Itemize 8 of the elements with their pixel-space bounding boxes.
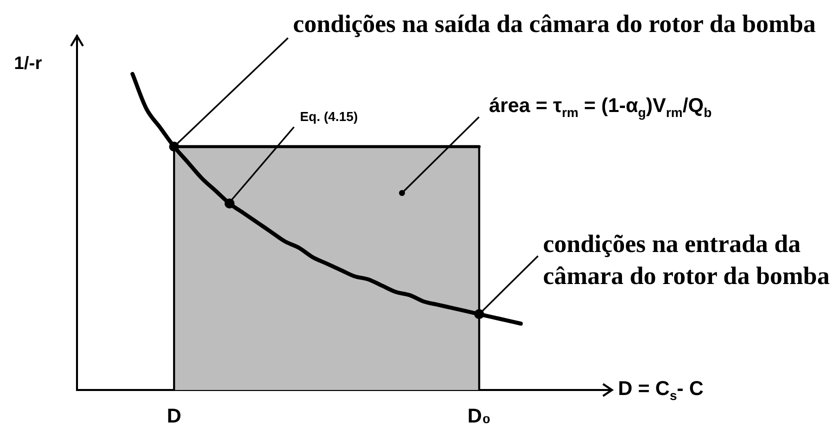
y-axis-title: 1/-r [14, 53, 42, 74]
x-tick-label: D₀ [467, 406, 491, 428]
x-tick-label: D [166, 406, 182, 428]
annotation: Eq. (4.15) [300, 109, 358, 124]
annotation: condições na entrada da câmara do rotor da bomba [543, 230, 831, 292]
annotation: área = τ$_{rm}$ = (1-α$_{g}$)V$_{rm}$/Q$_{b}$ [489, 95, 712, 120]
x-axis-title: D = C$_{s}$- C [618, 378, 704, 404]
annotation: condições na saída da câmara do rotor da bomba [293, 10, 816, 40]
